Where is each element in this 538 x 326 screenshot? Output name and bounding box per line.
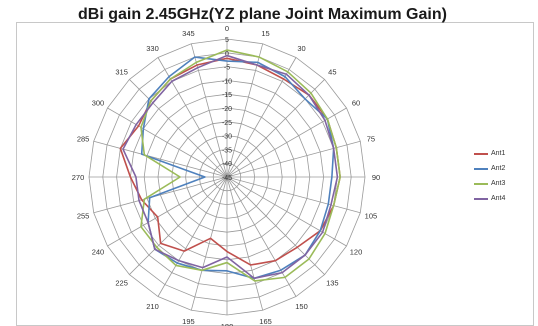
- grid-spoke: [226, 176, 264, 311]
- radial-tick-label: -15: [222, 92, 232, 99]
- angle-label: 120: [350, 248, 363, 257]
- chart-legend: Ant1 Ant2 Ant3 Ant4: [474, 146, 534, 206]
- angle-label: 90: [372, 173, 380, 182]
- angle-label: 255: [77, 212, 90, 221]
- angle-label: 0: [225, 24, 229, 33]
- angle-label: 300: [92, 99, 105, 108]
- radial-tick-label: -5: [224, 65, 230, 72]
- angle-label: 225: [115, 278, 128, 287]
- legend-swatch: [474, 182, 488, 185]
- angle-label: 165: [259, 317, 272, 326]
- angle-label: 180: [221, 322, 234, 326]
- legend-item-ant3: Ant3: [474, 176, 534, 191]
- radial-tick-label: -40: [222, 161, 232, 168]
- grid-spoke: [107, 107, 228, 178]
- angle-label: 75: [367, 134, 375, 143]
- angle-label: 150: [295, 302, 308, 311]
- grid-spoke: [190, 43, 228, 178]
- grid-spoke: [226, 176, 297, 297]
- radial-tick-label: -35: [222, 147, 232, 154]
- angle-label: 330: [146, 44, 159, 53]
- radial-tick-label: -30: [222, 134, 232, 141]
- series-line-ant3: [140, 49, 341, 282]
- grid-spoke: [93, 140, 228, 178]
- grid-spoke: [226, 176, 361, 214]
- angle-label: 195: [182, 317, 195, 326]
- grid-spoke: [107, 176, 228, 247]
- radial-tick-label: 5: [225, 37, 229, 44]
- legend-label: Ant1: [491, 150, 506, 157]
- grid-spoke: [129, 176, 228, 275]
- grid-spoke: [226, 176, 325, 275]
- legend-swatch: [474, 197, 488, 200]
- angle-label: 45: [328, 68, 336, 77]
- radial-tick-label: -10: [222, 78, 232, 85]
- legend-item-ant1: Ant1: [474, 146, 534, 161]
- legend-item-ant4: Ant4: [474, 191, 534, 206]
- legend-item-ant2: Ant2: [474, 161, 534, 176]
- angle-label: 285: [77, 134, 90, 143]
- grid-spoke: [226, 176, 347, 247]
- radial-tick-label: -20: [222, 106, 232, 113]
- grid-spoke: [93, 176, 228, 214]
- chart-title: dBi gain 2.45GHz(YZ plane Joint Maximum …: [78, 6, 447, 23]
- angle-label: 135: [326, 278, 339, 287]
- grid-spoke: [226, 43, 264, 178]
- angle-label: 30: [297, 44, 305, 53]
- grid-spoke: [226, 57, 297, 178]
- grid-spoke: [157, 176, 228, 297]
- angle-label: 105: [365, 212, 378, 221]
- angle-label: 270: [72, 173, 85, 182]
- grid-spoke: [226, 107, 347, 178]
- radial-tick-label: 0: [225, 51, 229, 58]
- grid-spoke: [157, 57, 228, 178]
- legend-label: Ant4: [491, 195, 506, 202]
- grid-spoke: [190, 176, 228, 311]
- grid-spoke: [226, 140, 361, 178]
- angle-label: 345: [182, 29, 195, 38]
- angle-label: 210: [146, 302, 159, 311]
- grid-spoke: [129, 79, 228, 178]
- angle-label: 240: [92, 248, 105, 257]
- legend-label: Ant2: [491, 165, 506, 172]
- legend-swatch: [474, 167, 488, 170]
- legend-label: Ant3: [491, 180, 506, 187]
- series-line-ant4: [122, 54, 339, 280]
- grid-spoke: [226, 79, 325, 178]
- radial-tick-label: -45: [222, 175, 232, 182]
- angle-label: 315: [115, 68, 128, 77]
- radial-tick-label: -25: [222, 120, 232, 127]
- legend-swatch: [474, 152, 488, 155]
- angle-label: 60: [352, 99, 360, 108]
- angle-label: 15: [261, 29, 269, 38]
